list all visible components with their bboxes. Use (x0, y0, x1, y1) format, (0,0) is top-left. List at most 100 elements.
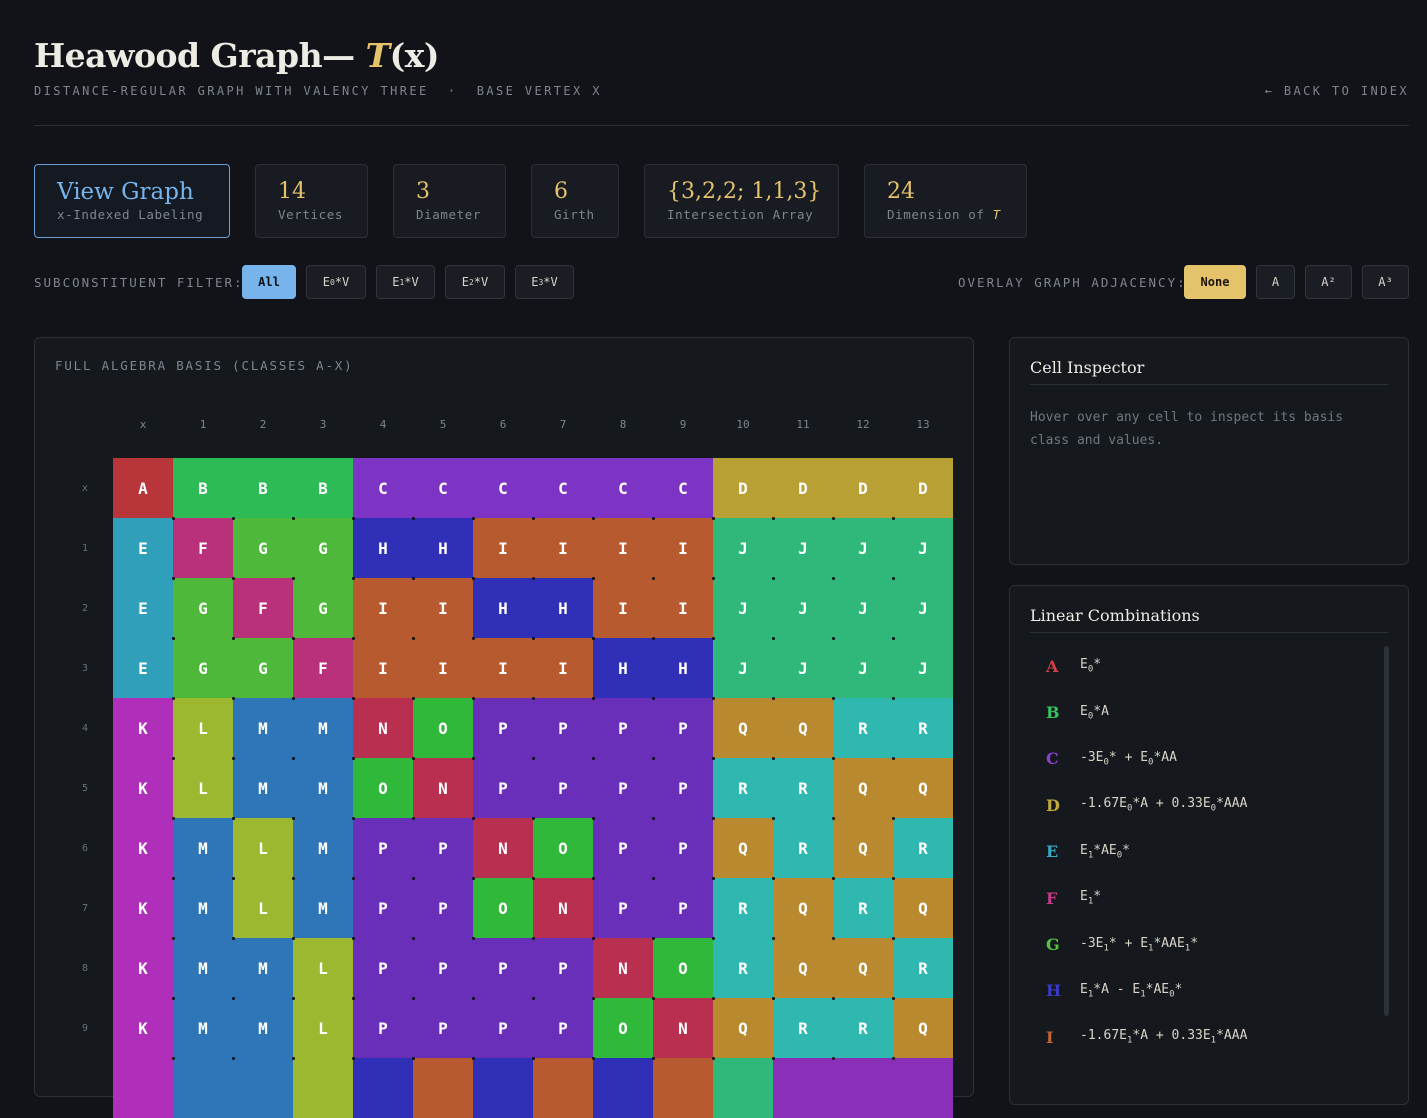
grid-cell[interactable]: R (773, 758, 833, 818)
grid-cell[interactable] (473, 1058, 533, 1118)
grid-cell[interactable]: K (113, 938, 173, 998)
grid-cell[interactable]: D (893, 458, 953, 518)
grid-cell[interactable]: Q (893, 758, 953, 818)
grid-cell[interactable]: I (413, 638, 473, 698)
grid-cell[interactable]: P (413, 818, 473, 878)
grid-cell[interactable]: G (173, 638, 233, 698)
grid-cell[interactable]: P (593, 758, 653, 818)
grid-cell[interactable]: P (473, 698, 533, 758)
grid-cell[interactable]: P (413, 938, 473, 998)
grid-cell[interactable] (653, 1058, 713, 1118)
grid-cell[interactable]: J (713, 638, 773, 698)
grid-cell[interactable]: O (353, 758, 413, 818)
grid-cell[interactable]: O (473, 878, 533, 938)
grid-cell[interactable]: R (893, 818, 953, 878)
grid-cell[interactable]: M (233, 998, 293, 1058)
grid-cell[interactable]: J (773, 638, 833, 698)
grid-cell[interactable]: P (353, 878, 413, 938)
grid-cell[interactable]: Q (893, 998, 953, 1058)
grid-cell[interactable] (113, 1058, 173, 1118)
filter-e1-button[interactable]: E 1 *V (376, 265, 435, 299)
grid-cell[interactable]: F (233, 578, 293, 638)
grid-cell[interactable]: Q (713, 998, 773, 1058)
grid-cell[interactable]: I (653, 578, 713, 638)
grid-cell[interactable]: J (773, 518, 833, 578)
grid-cell[interactable]: L (293, 938, 353, 998)
grid-cell[interactable]: K (113, 698, 173, 758)
grid-cell[interactable]: P (653, 758, 713, 818)
grid-cell[interactable]: M (173, 818, 233, 878)
overlay-a-button[interactable]: A (1256, 265, 1295, 299)
grid-cell[interactable]: R (773, 998, 833, 1058)
view-graph-button[interactable]: View Graph x-Indexed Labeling (34, 164, 230, 238)
grid-cell[interactable]: M (293, 818, 353, 878)
grid-cell[interactable]: J (773, 578, 833, 638)
grid-cell[interactable]: Q (893, 878, 953, 938)
grid-cell[interactable] (533, 1058, 593, 1118)
grid-cell[interactable]: R (893, 698, 953, 758)
grid-cell[interactable]: J (713, 518, 773, 578)
grid-cell[interactable]: G (233, 638, 293, 698)
grid-cell[interactable]: N (653, 998, 713, 1058)
grid-cell[interactable]: P (533, 698, 593, 758)
grid-cell[interactable]: B (173, 458, 233, 518)
grid-cell[interactable]: P (653, 818, 713, 878)
grid-cell[interactable]: G (293, 518, 353, 578)
grid-cell[interactable]: R (713, 758, 773, 818)
grid-cell[interactable]: M (293, 698, 353, 758)
grid-cell[interactable]: P (413, 998, 473, 1058)
grid-cell[interactable]: M (293, 878, 353, 938)
grid-cell[interactable]: I (533, 638, 593, 698)
grid-cell[interactable]: K (113, 758, 173, 818)
grid-cell[interactable]: P (653, 878, 713, 938)
grid-cell[interactable]: I (533, 518, 593, 578)
grid-cell[interactable]: C (413, 458, 473, 518)
grid-cell[interactable]: H (353, 518, 413, 578)
grid-cell[interactable]: H (593, 638, 653, 698)
grid-cell[interactable]: R (773, 818, 833, 878)
grid-cell[interactable] (893, 1058, 953, 1118)
grid-cell[interactable] (173, 1058, 233, 1118)
grid-cell[interactable]: P (653, 698, 713, 758)
overlay-a3-button[interactable]: A³ (1362, 265, 1409, 299)
grid-cell[interactable]: L (233, 818, 293, 878)
grid-cell[interactable]: G (293, 578, 353, 638)
grid-cell[interactable]: Q (713, 818, 773, 878)
grid-cell[interactable]: O (593, 998, 653, 1058)
grid-cell[interactable]: L (173, 758, 233, 818)
grid-cell[interactable]: P (353, 998, 413, 1058)
grid-cell[interactable]: M (233, 938, 293, 998)
filter-e3-button[interactable]: E 3 *V (515, 265, 574, 299)
grid-cell[interactable] (833, 1058, 893, 1118)
grid-cell[interactable]: Q (833, 758, 893, 818)
grid-cell[interactable]: J (893, 638, 953, 698)
grid-cell[interactable]: N (533, 878, 593, 938)
grid-cell[interactable]: N (473, 818, 533, 878)
grid-cell[interactable]: H (653, 638, 713, 698)
grid-cell[interactable]: M (233, 698, 293, 758)
grid-cell[interactable]: I (653, 518, 713, 578)
grid-cell[interactable]: O (533, 818, 593, 878)
scrollbar[interactable] (1384, 646, 1389, 1016)
grid-cell[interactable]: J (833, 638, 893, 698)
grid-cell[interactable]: N (413, 758, 473, 818)
grid-cell[interactable]: K (113, 878, 173, 938)
grid-cell[interactable]: M (173, 938, 233, 998)
grid-cell[interactable]: P (473, 938, 533, 998)
grid-cell[interactable]: I (473, 518, 533, 578)
grid-cell[interactable]: R (833, 698, 893, 758)
filter-all-button[interactable]: All (242, 265, 296, 299)
grid-cell[interactable]: P (533, 998, 593, 1058)
grid-cell[interactable]: N (593, 938, 653, 998)
grid-cell[interactable]: N (353, 698, 413, 758)
grid-cell[interactable] (773, 1058, 833, 1118)
grid-cell[interactable]: C (593, 458, 653, 518)
grid-cell[interactable]: D (773, 458, 833, 518)
grid-cell[interactable]: L (233, 878, 293, 938)
grid-cell[interactable]: P (593, 878, 653, 938)
grid-cell[interactable]: E (113, 638, 173, 698)
grid-cell[interactable]: E (113, 578, 173, 638)
grid-cell[interactable]: G (233, 518, 293, 578)
grid-cell[interactable]: B (293, 458, 353, 518)
grid-cell[interactable]: J (713, 578, 773, 638)
